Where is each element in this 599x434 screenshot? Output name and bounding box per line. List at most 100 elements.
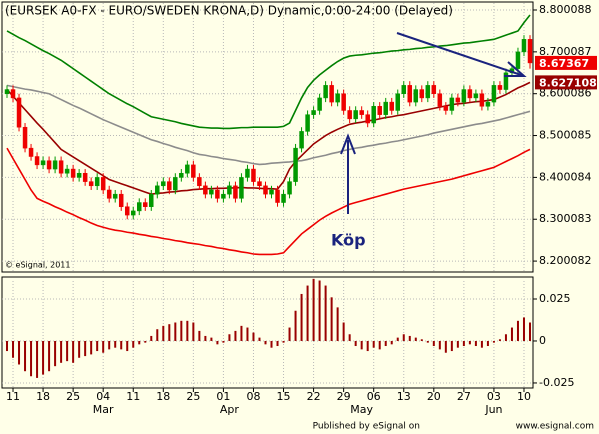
histogram-bar — [276, 340, 279, 347]
candle-body — [215, 189, 220, 199]
histogram-bar — [60, 340, 63, 363]
histogram-bar — [192, 322, 195, 341]
histogram-bar — [336, 307, 339, 341]
histogram-bar — [156, 329, 159, 341]
histogram-bar — [150, 335, 153, 341]
histogram-bar — [516, 320, 519, 341]
candle-body — [455, 97, 461, 103]
y-tick-label: 8.800088 — [539, 3, 592, 16]
indicator-line — [6, 147, 531, 256]
candle-body — [130, 210, 136, 216]
histogram-bar — [486, 340, 489, 347]
candle-body — [88, 181, 94, 187]
histogram-bar — [126, 340, 129, 352]
candle-body — [185, 164, 190, 174]
candle-body — [443, 106, 449, 111]
candle-body — [167, 181, 172, 191]
x-tick-label: 10 — [517, 390, 531, 403]
histogram-bar — [270, 340, 273, 348]
x-tick-label: 22 — [307, 390, 321, 403]
candle-body — [76, 172, 82, 178]
candle-body — [275, 189, 280, 203]
histogram-bar — [102, 340, 105, 353]
candle-body — [28, 147, 34, 157]
histogram-bar — [54, 340, 57, 367]
candle-body — [353, 110, 358, 120]
x-tick-label: 25 — [66, 390, 80, 403]
candle-body — [311, 110, 316, 115]
candle-body — [227, 185, 232, 195]
histogram-bar — [198, 330, 201, 341]
histogram-bar — [306, 285, 309, 341]
indicator-line — [6, 84, 531, 166]
histogram-bar — [72, 340, 75, 363]
histogram-bar — [402, 334, 405, 341]
histogram-bar — [474, 340, 477, 347]
candle-body — [22, 126, 28, 149]
histogram-bar — [468, 340, 471, 345]
candle-body — [503, 72, 509, 90]
x-tick-label: 18 — [36, 390, 50, 403]
x-tick-label: 13 — [397, 390, 411, 403]
trend-arrowhead — [504, 61, 527, 77]
candle-body — [365, 114, 370, 124]
copyright: © eSignal, 2011 — [5, 261, 70, 270]
candle-body — [425, 85, 431, 99]
histogram-bar — [444, 340, 447, 353]
price-panel — [1, 1, 534, 273]
histogram-bar — [438, 340, 441, 350]
histogram-bar — [426, 340, 429, 343]
candle-body — [191, 164, 196, 178]
candle-body — [431, 85, 437, 94]
candle-body — [263, 185, 268, 195]
histogram-bar — [384, 340, 387, 347]
x-tick-label: 29 — [337, 390, 351, 403]
marks — [4, 14, 533, 378]
candle-body — [124, 206, 130, 216]
candle-body — [143, 202, 148, 207]
annotation: Köp — [331, 231, 366, 250]
x-tick-label: 11 — [6, 390, 20, 403]
candle-body — [233, 185, 238, 199]
histogram-bar — [66, 340, 69, 362]
histogram-bar — [180, 320, 183, 341]
histogram-bar — [228, 334, 231, 341]
histogram-bar — [300, 293, 303, 341]
histogram-bar — [528, 322, 531, 341]
candle-body — [161, 181, 166, 187]
candle-body — [449, 97, 455, 111]
x-tick-label: 03 — [487, 390, 501, 403]
candle-body — [491, 85, 497, 103]
candle-body — [335, 93, 340, 103]
candle-body — [419, 89, 425, 99]
histogram-bar — [294, 310, 297, 341]
candle-body — [251, 168, 256, 182]
candle-body — [203, 185, 208, 195]
candle-body — [149, 193, 154, 207]
candle-body — [401, 85, 407, 94]
candle-body — [371, 106, 376, 124]
candle-body — [377, 106, 382, 115]
y-tick-label: 8.200082 — [539, 254, 592, 267]
candle-body — [467, 89, 473, 99]
candle-body — [239, 177, 244, 199]
candle-body — [497, 85, 503, 90]
candle-body — [64, 168, 70, 174]
histogram-bar — [252, 332, 255, 341]
histogram-bar — [480, 340, 483, 348]
y-tick-label: 8.300083 — [539, 212, 592, 225]
histogram-bar — [90, 340, 93, 355]
x-tick-label: 18 — [156, 390, 170, 403]
candle-body — [383, 101, 388, 115]
candle-body — [257, 181, 262, 187]
candle-body — [137, 202, 142, 212]
month-label: Apr — [220, 403, 240, 416]
y-tick-label: 8.400084 — [539, 170, 592, 183]
histogram-bar — [522, 317, 525, 341]
histogram-bar — [264, 340, 267, 345]
candle-body — [395, 93, 400, 111]
histogram-bar — [78, 340, 81, 358]
histogram-bar — [390, 340, 393, 345]
candle-body — [437, 93, 443, 107]
